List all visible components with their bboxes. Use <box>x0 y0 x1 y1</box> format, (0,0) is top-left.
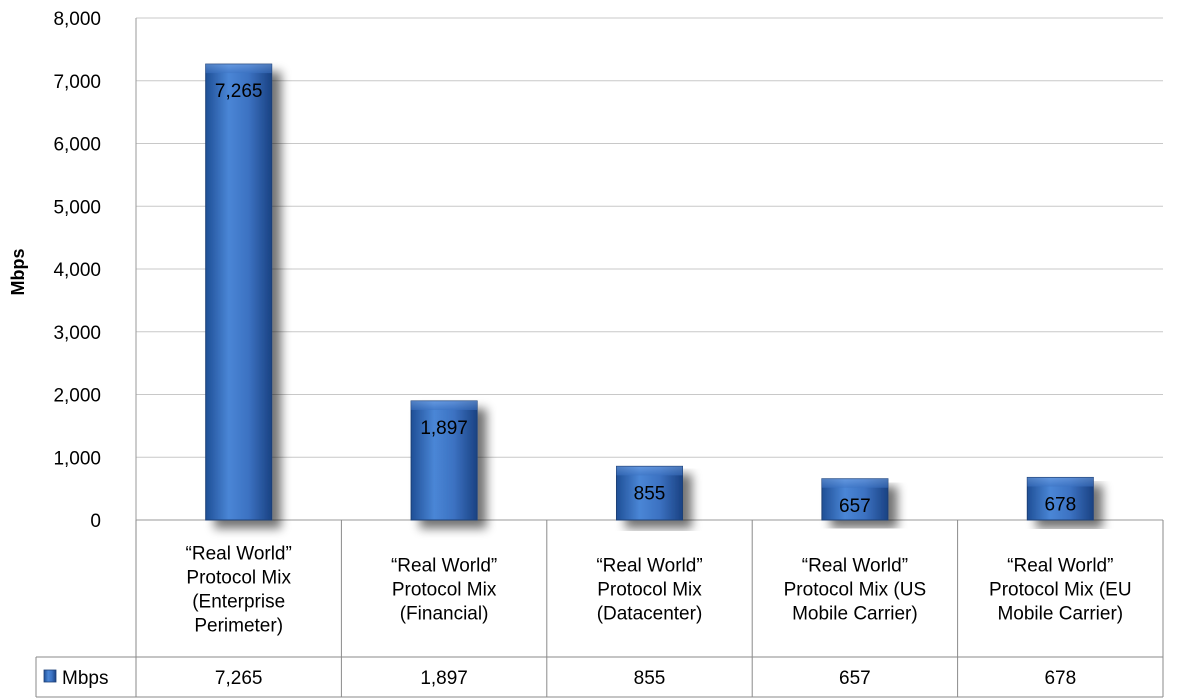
bars: 7,265 1,897 855 657 678 <box>205 63 1094 521</box>
x-category-label: “Real World” <box>596 556 702 577</box>
table-value: 855 <box>634 668 666 689</box>
table-value: 1,897 <box>420 668 468 689</box>
x-category-label: “Real World” <box>391 556 497 577</box>
x-category-label: Perimeter) <box>194 616 283 637</box>
y-tick-label: 6,000 <box>53 135 101 156</box>
bar <box>410 400 478 521</box>
x-category-label: Protocol Mix (EU <box>989 580 1132 601</box>
y-tick-label: 4,000 <box>53 260 101 281</box>
table-value: 7,265 <box>215 668 263 689</box>
y-axis-ticks: 0 1,000 2,000 3,000 4,000 5,000 6,000 7,000 8,00… <box>53 9 101 532</box>
y-tick-label: 5,000 <box>53 197 101 218</box>
x-category-label: Mobile Carrier) <box>997 604 1123 625</box>
data-label: 855 <box>634 483 666 504</box>
x-category-label: Protocol Mix (US <box>784 580 927 601</box>
gridlines <box>135 17 1163 521</box>
series-name: Mbps <box>62 668 108 689</box>
x-category-label: (Financial) <box>400 604 489 625</box>
x-category-label: “Real World” <box>802 556 908 577</box>
x-category-label: (Datacenter) <box>597 604 703 625</box>
y-tick-label: 1,000 <box>53 448 101 469</box>
y-tick-label: 7,000 <box>53 72 101 93</box>
table-value: 657 <box>839 668 871 689</box>
y-tick-label: 0 <box>90 511 101 532</box>
x-category-label: Mobile Carrier) <box>792 604 918 625</box>
table-value: 678 <box>1044 668 1076 689</box>
y-tick-label: 2,000 <box>53 386 101 407</box>
y-tick-label: 8,000 <box>53 9 101 30</box>
bar <box>1026 476 1094 521</box>
bar <box>821 478 889 521</box>
data-label: 678 <box>1044 494 1076 515</box>
bar <box>205 63 273 521</box>
legend-key <box>43 669 57 683</box>
bar <box>616 465 683 521</box>
data-table: “Real World” Protocol Mix (Enterprise Perim… <box>35 520 1164 698</box>
y-tick-label: 3,000 <box>53 323 101 344</box>
data-label: 7,265 <box>215 81 263 102</box>
data-label: 657 <box>839 496 871 517</box>
y-axis-label: Mbps <box>8 249 28 296</box>
x-category-label: “Real World” <box>1007 556 1113 577</box>
x-category-label: (Enterprise <box>192 592 285 613</box>
x-category-label: “Real World” <box>186 544 292 565</box>
x-category-label: Protocol Mix <box>597 580 702 601</box>
data-label: 1,897 <box>420 418 468 439</box>
x-category-label: Protocol Mix <box>392 580 497 601</box>
x-category-label: Protocol Mix <box>186 568 291 589</box>
